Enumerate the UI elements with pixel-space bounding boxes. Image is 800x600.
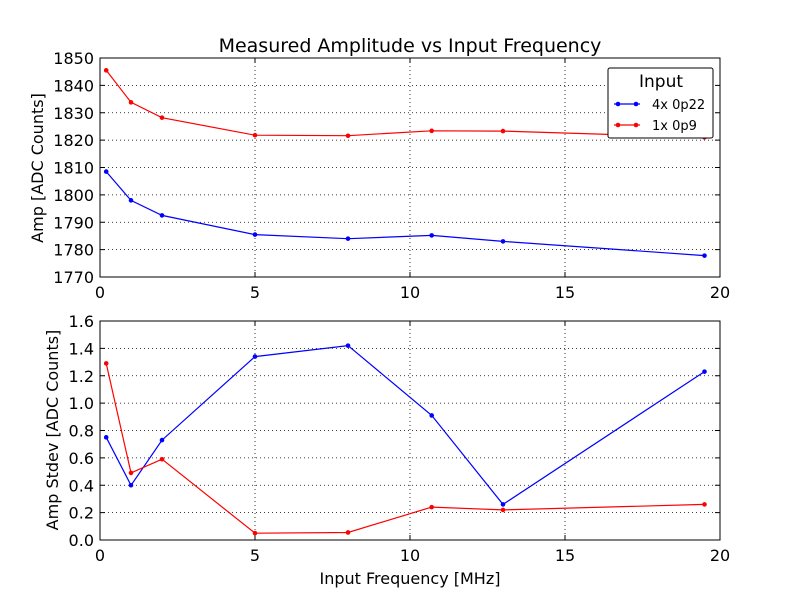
data-point-1x-0p9: [345, 133, 351, 139]
legend-marker: [633, 101, 639, 107]
data-point-1x-0p9: [429, 128, 435, 134]
data-point-1x-0p9: [500, 128, 506, 134]
y-tick-label: 0.6: [69, 449, 94, 468]
data-point-1x-0p9: [252, 132, 258, 138]
data-point-1x-0p9: [128, 100, 134, 105]
legend-marker: [633, 122, 639, 128]
data-point-4x-0p22: [159, 437, 165, 443]
y-tick-label: 1.0: [69, 394, 94, 413]
data-point-1x-0p9: [252, 530, 258, 536]
data-point-4x-0p22: [103, 169, 109, 174]
data-point-4x-0p22: [128, 482, 134, 488]
series-line-4x-0p22: [105, 171, 705, 257]
data-point-4x-0p22: [345, 343, 351, 348]
chart-title: Measured Amplitude vs Input Frequency: [219, 35, 602, 57]
bottom-y-axis-label: Amp Stdev [ADC Counts]: [43, 330, 62, 531]
data-point-4x-0p22: [500, 239, 506, 244]
legend-marker: [615, 122, 621, 128]
y-tick-label: 1790: [53, 213, 94, 232]
y-tick-label: 1820: [53, 131, 94, 150]
data-point-1x-0p9: [159, 456, 165, 462]
y-tick-label: 0.4: [69, 476, 94, 495]
data-point-4x-0p22: [103, 435, 109, 440]
y-tick-label: 0.0: [69, 531, 94, 550]
data-point-4x-0p22: [252, 232, 258, 237]
data-point-1x-0p9: [103, 361, 109, 366]
x-tick-label: 10: [400, 283, 420, 302]
x-tick-label: 0: [95, 546, 105, 565]
y-tick-label: 0.8: [69, 422, 94, 441]
y-tick-label: 1830: [53, 104, 94, 123]
data-point-4x-0p22: [429, 413, 435, 418]
x-tick-label: 15: [555, 283, 575, 302]
amplitude-panel: 0 5 10 15 20 1770 1780 1790 1800 1810 1820 1830 1840…: [53, 49, 730, 302]
x-tick-label: 0: [95, 283, 105, 302]
data-point-4x-0p22: [702, 369, 707, 374]
series-line-1x-0p9: [105, 363, 705, 534]
x-tick-label: 20: [710, 546, 730, 565]
y-tick-label: 1770: [53, 268, 94, 287]
data-point-1x-0p9: [128, 470, 134, 476]
data-point-1x-0p9: [345, 530, 351, 535]
x-tick-label: 5: [250, 283, 260, 302]
data-point-1x-0p9: [429, 504, 435, 510]
data-point-4x-0p22: [429, 233, 435, 238]
data-point-4x-0p22: [500, 502, 506, 507]
legend-label: 1x 0p9: [652, 119, 697, 134]
x-tick-label: 5: [250, 546, 260, 565]
y-tick-label: 1810: [53, 159, 94, 178]
data-point-4x-0p22: [345, 236, 351, 241]
series-line-1x-0p9: [105, 69, 705, 138]
data-point-1x-0p9: [500, 507, 506, 513]
y-tick-label: 1780: [53, 241, 94, 260]
y-tick-label: 1.6: [69, 312, 94, 331]
y-tick-label: 1850: [53, 49, 94, 68]
legend-label: 4x 0p22: [652, 98, 705, 113]
y-tick-label: 1.4: [69, 339, 94, 358]
x-axis-label: Input Frequency [MHz]: [320, 569, 501, 588]
y-tick-label: 1800: [53, 186, 94, 205]
series-line-4x-0p22: [105, 344, 705, 506]
legend-box: [607, 67, 714, 139]
data-point-4x-0p22: [128, 198, 134, 203]
data-point-4x-0p22: [159, 213, 165, 218]
y-tick-label: 0.2: [69, 504, 94, 523]
x-tick-label: 10: [400, 546, 420, 565]
top-y-axis-label: Amp [ADC Counts]: [28, 93, 47, 243]
data-point-1x-0p9: [702, 502, 707, 507]
data-point-4x-0p22: [252, 354, 258, 359]
legend-marker: [615, 101, 621, 107]
data-point-4x-0p22: [702, 253, 707, 258]
data-point-1x-0p9: [159, 115, 165, 120]
legend: Input 4x 0p22 1x 0p9: [607, 67, 714, 139]
y-tick-label: 1.2: [69, 367, 94, 386]
data-point-1x-0p9: [103, 68, 109, 73]
y-tick-label: 1840: [53, 76, 94, 95]
x-tick-label: 15: [555, 546, 575, 565]
legend-title: Input: [639, 72, 683, 92]
x-tick-label: 20: [710, 283, 730, 302]
stdev-panel: 0 5 10 15 20 0.0 0.2 0.4 0.6 0.8 1.0 1.2 1.4 1.6: [69, 312, 731, 565]
